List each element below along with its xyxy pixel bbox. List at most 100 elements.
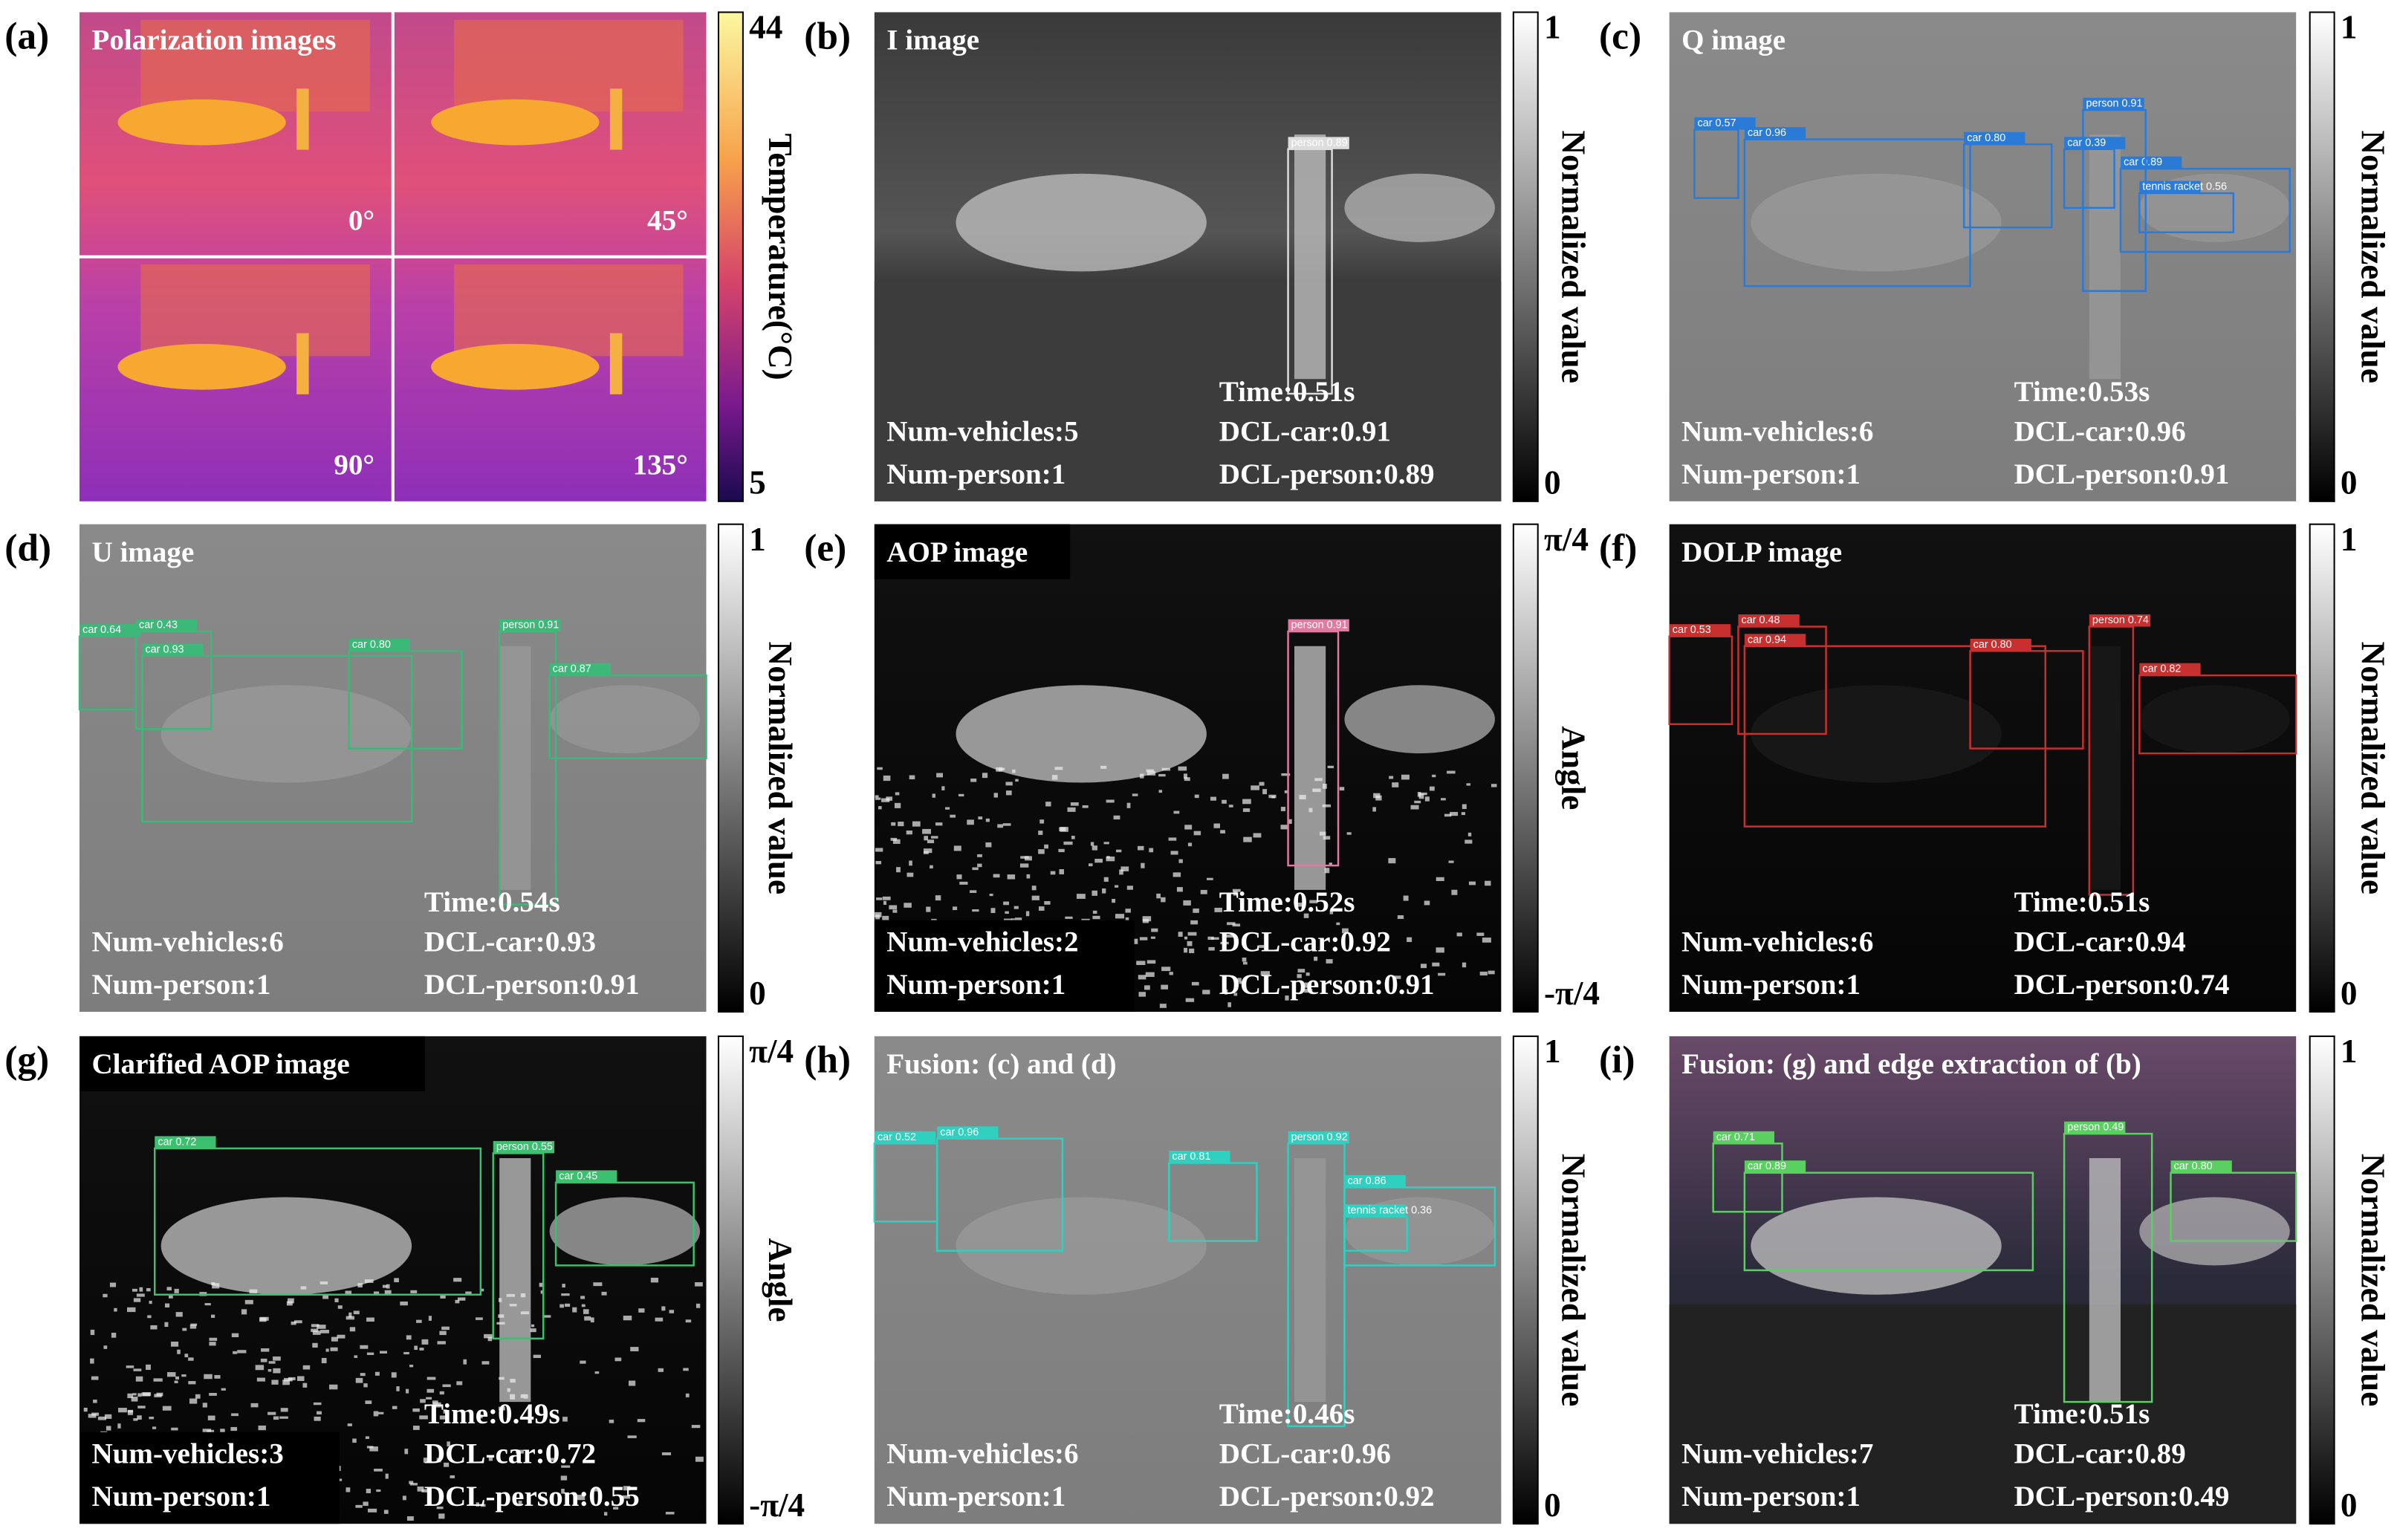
noise (941, 786, 945, 790)
noise (1044, 844, 1048, 849)
noise (509, 1304, 517, 1307)
noise (114, 1307, 117, 1312)
noise (1225, 989, 1228, 995)
detection-tag (2121, 156, 2182, 169)
noise (1438, 972, 1446, 976)
noise (1025, 911, 1030, 917)
noise (439, 1415, 447, 1420)
stat-dcl-car: DCL-car:0.94 (2014, 926, 2186, 958)
noise (580, 1360, 586, 1364)
noise (1479, 971, 1488, 976)
stat-time: Time:0.54s (424, 886, 560, 918)
noise (346, 1316, 355, 1320)
noise (1007, 874, 1016, 880)
noise (542, 1315, 551, 1318)
noise (137, 1393, 142, 1397)
noise (1210, 796, 1217, 801)
noise (366, 1446, 374, 1449)
building (140, 264, 370, 357)
noise (237, 1350, 247, 1354)
stat-dcl-car: DCL-car:0.72 (424, 1438, 596, 1470)
noise (1071, 835, 1075, 839)
angle-label: 90° (334, 449, 374, 481)
person (609, 333, 623, 394)
noise (1432, 774, 1436, 778)
person (2089, 1157, 2121, 1403)
noise (1115, 885, 1119, 888)
noise (518, 1501, 522, 1506)
noise (1161, 984, 1169, 990)
person (499, 646, 531, 890)
noise (560, 1475, 568, 1481)
noise (1392, 975, 1401, 979)
noise (334, 1298, 339, 1303)
stat-dcl-person: DCL-person:0.49 (2014, 1481, 2230, 1513)
panel-label: (d) (4, 527, 51, 570)
noise (593, 1487, 599, 1492)
noise (609, 1420, 614, 1423)
noise (475, 1317, 483, 1320)
noise (498, 1314, 505, 1318)
colorbar (1512, 1035, 1539, 1525)
noise (559, 1304, 564, 1308)
detection-label: person 0.49 (2067, 1122, 2124, 1134)
noise (1103, 842, 1109, 845)
noise (256, 1377, 265, 1382)
noise (1185, 998, 1195, 1002)
noise (320, 1281, 328, 1284)
noise (127, 1307, 136, 1313)
panel-label: (i) (1599, 1039, 1635, 1082)
noise (1242, 958, 1247, 962)
noise (484, 1333, 493, 1339)
noise (972, 867, 979, 871)
noise (923, 851, 929, 854)
noise (209, 1393, 217, 1396)
stat-persons: Num-person:1 (91, 1481, 270, 1513)
noise (321, 1357, 327, 1364)
noise (432, 1400, 438, 1404)
noise (875, 912, 882, 917)
detection-label: car 0.80 (1973, 639, 2012, 651)
panel: car 0.64 car 0.43 car 0.93 car 0.80 person 0… (4, 521, 799, 1013)
panel-label: (e) (804, 527, 846, 570)
noise (1004, 918, 1012, 922)
noise (892, 909, 898, 913)
person (609, 88, 623, 150)
noise (374, 1469, 383, 1472)
noise (195, 1394, 201, 1399)
noise (1407, 937, 1412, 943)
detection-tag (2083, 97, 2144, 111)
detection-label: car 0.57 (1698, 117, 1736, 129)
stat-vehicles: Num-vehicles:5 (886, 415, 1078, 447)
angle-label: 0° (348, 204, 374, 236)
stat-dcl-car: DCL-car:0.93 (424, 926, 596, 958)
title-bg (80, 1036, 425, 1091)
stat-vehicles: Num-vehicles:3 (91, 1438, 283, 1470)
noise (894, 802, 901, 808)
noise (1373, 793, 1381, 799)
noise (322, 1293, 329, 1299)
detection-tag (1344, 1175, 1406, 1188)
colorbar-bottom: 0 (749, 975, 766, 1012)
detection-label: car 0.80 (352, 639, 391, 651)
noise (593, 1282, 603, 1287)
noise (953, 906, 958, 911)
panel-label: (c) (1599, 15, 1641, 57)
stat-dcl-person: DCL-person:0.92 (1219, 1481, 1435, 1513)
detection-tag (1169, 1151, 1230, 1163)
colorbar-title: Normalized value (2355, 1154, 2392, 1407)
noise (1151, 928, 1158, 932)
noise (695, 1281, 703, 1287)
noise (953, 845, 961, 851)
noise (1142, 916, 1152, 922)
noise (1102, 888, 1106, 894)
detection-tag (1744, 1160, 1806, 1173)
noise (691, 1425, 701, 1429)
noise (548, 1458, 555, 1461)
noise (1161, 966, 1171, 972)
noise (1050, 871, 1056, 875)
detection-tag (1744, 634, 1806, 646)
noise (1456, 932, 1462, 937)
noise (1090, 842, 1094, 846)
noise (950, 814, 956, 818)
